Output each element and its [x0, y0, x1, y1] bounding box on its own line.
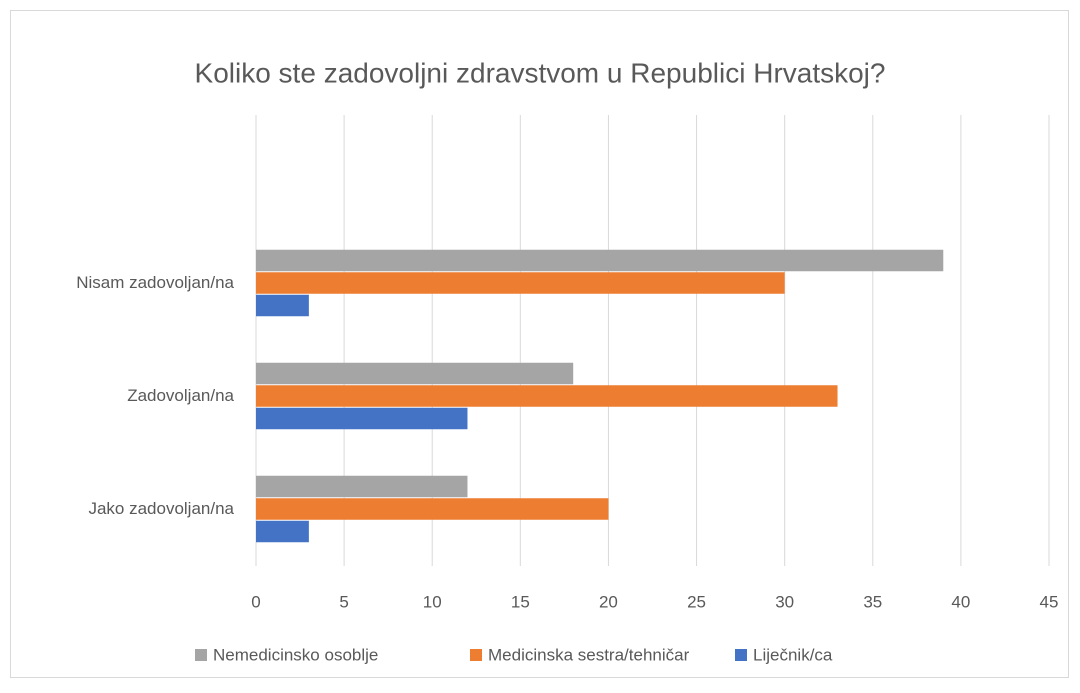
x-tick-label: 30 — [775, 592, 794, 611]
bar — [256, 272, 785, 294]
legend-label: Liječnik/ca — [753, 645, 833, 664]
y-tick-label: Zadovoljan/na — [127, 386, 234, 405]
chart-title: Koliko ste zadovoljni zdravstvom u Repub… — [195, 57, 886, 88]
x-tick-label: 15 — [511, 592, 530, 611]
x-tick-label: 35 — [863, 592, 882, 611]
legend-swatch — [470, 649, 482, 661]
x-tick-label: 10 — [423, 592, 442, 611]
x-tick-label: 40 — [951, 592, 970, 611]
bar — [256, 475, 468, 498]
x-tick-label: 20 — [599, 592, 618, 611]
bar — [256, 362, 574, 385]
bar — [256, 385, 838, 407]
bar — [256, 498, 609, 520]
legend-swatch — [735, 649, 747, 661]
y-tick-label: Nisam zadovoljan/na — [76, 273, 234, 292]
y-tick-label: Jako zadovoljan/na — [88, 499, 234, 518]
legend-label: Nemedicinsko osoblje — [213, 645, 378, 664]
chart-border — [10, 10, 1069, 678]
legend-label: Medicinska sestra/tehničar — [488, 645, 690, 664]
bar — [256, 407, 468, 430]
bar — [256, 249, 944, 272]
x-tick-label: 25 — [687, 592, 706, 611]
legend-swatch — [195, 649, 207, 661]
x-tick-label: 5 — [339, 592, 348, 611]
x-tick-label: 45 — [1040, 592, 1059, 611]
x-tick-label: 0 — [251, 592, 260, 611]
bar — [256, 520, 309, 543]
bar — [256, 294, 309, 317]
